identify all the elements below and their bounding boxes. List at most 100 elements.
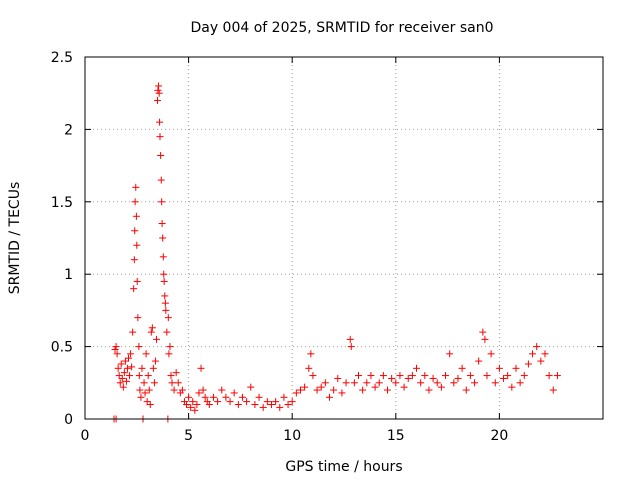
data-point [132,212,140,220]
data-point [243,398,251,406]
data-point [330,386,338,394]
data-point [159,234,167,242]
data-point [178,386,186,394]
data-point [130,256,138,264]
data-point [168,379,176,387]
data-point [125,354,133,362]
data-point [429,374,437,382]
data-point [187,403,195,411]
data-point [111,345,119,353]
data-point [129,328,137,336]
data-point [230,389,238,397]
data-point [189,398,197,406]
grid-lines [85,57,603,419]
data-point [553,372,561,380]
data-point [126,372,134,380]
y-axis-label: SRMTID / TECUs [7,182,23,295]
data-point [384,386,392,394]
data-point [321,379,329,387]
data-point [115,372,123,380]
data-point [161,299,169,307]
x-tick-label: 15 [387,428,405,444]
data-point [141,389,149,397]
data-point [157,151,165,159]
data-point [149,364,157,372]
data-point [508,383,516,391]
data-point [155,82,163,90]
data-point [145,386,153,394]
data-point [305,364,313,372]
data-point [142,350,150,358]
data-point [209,393,217,401]
data-point [288,398,296,406]
data-point [301,383,309,391]
data-point [191,406,199,414]
data-point [545,372,553,380]
data-point [137,393,145,401]
data-point [350,379,358,387]
data-point [388,374,396,382]
data-point [134,314,142,322]
data-point [238,393,246,401]
y-tick-label: 2 [64,122,73,138]
x-tick-label: 5 [184,428,193,444]
data-point [183,401,191,409]
data-point [421,372,429,380]
data-point [121,357,129,365]
data-point [379,372,387,380]
data-point [371,383,379,391]
data-point [122,377,130,385]
data-point [140,379,148,387]
data-point [267,401,275,409]
data-point [166,343,174,351]
data-point [325,393,333,401]
data-point [533,343,541,351]
data-point [158,220,166,228]
y-tick-label: 0 [64,412,73,428]
data-point [263,398,271,406]
data-point [119,383,127,391]
data-point [296,386,304,394]
data-point [466,372,474,380]
data-point [133,277,141,285]
data-point [425,386,433,394]
data-point [161,292,169,300]
data-point [133,241,141,249]
data-point [164,314,172,322]
y-axis-ticks: 0 0.5 1 1.5 2 2.5 [51,50,603,428]
data-point [400,383,408,391]
data-point [135,343,143,351]
data-point [462,386,470,394]
data-point [375,379,383,387]
x-tick-label: 10 [283,428,301,444]
data-point [162,306,170,314]
data-point [338,389,346,397]
data-point [442,372,450,380]
y-tick-label: 1 [64,267,73,283]
data-point [222,393,230,401]
data-point [144,372,152,380]
data-point [135,372,143,380]
data-point [112,343,120,351]
data-point [255,393,263,401]
data-point [272,398,280,406]
data-point [355,372,363,380]
data-point [446,350,454,358]
data-point [193,401,201,409]
data-point [132,183,140,191]
data-point [156,133,164,141]
data-point [495,364,503,372]
data-point [226,398,234,406]
data-point [163,328,171,336]
data-point [342,379,350,387]
data-point [276,403,284,411]
data-point [174,379,182,387]
data-point [195,389,203,397]
data-point [433,379,441,387]
data-point [114,364,122,372]
data-point [128,363,136,371]
data-point [159,253,167,261]
data-point [487,350,495,358]
data-point [160,270,168,278]
